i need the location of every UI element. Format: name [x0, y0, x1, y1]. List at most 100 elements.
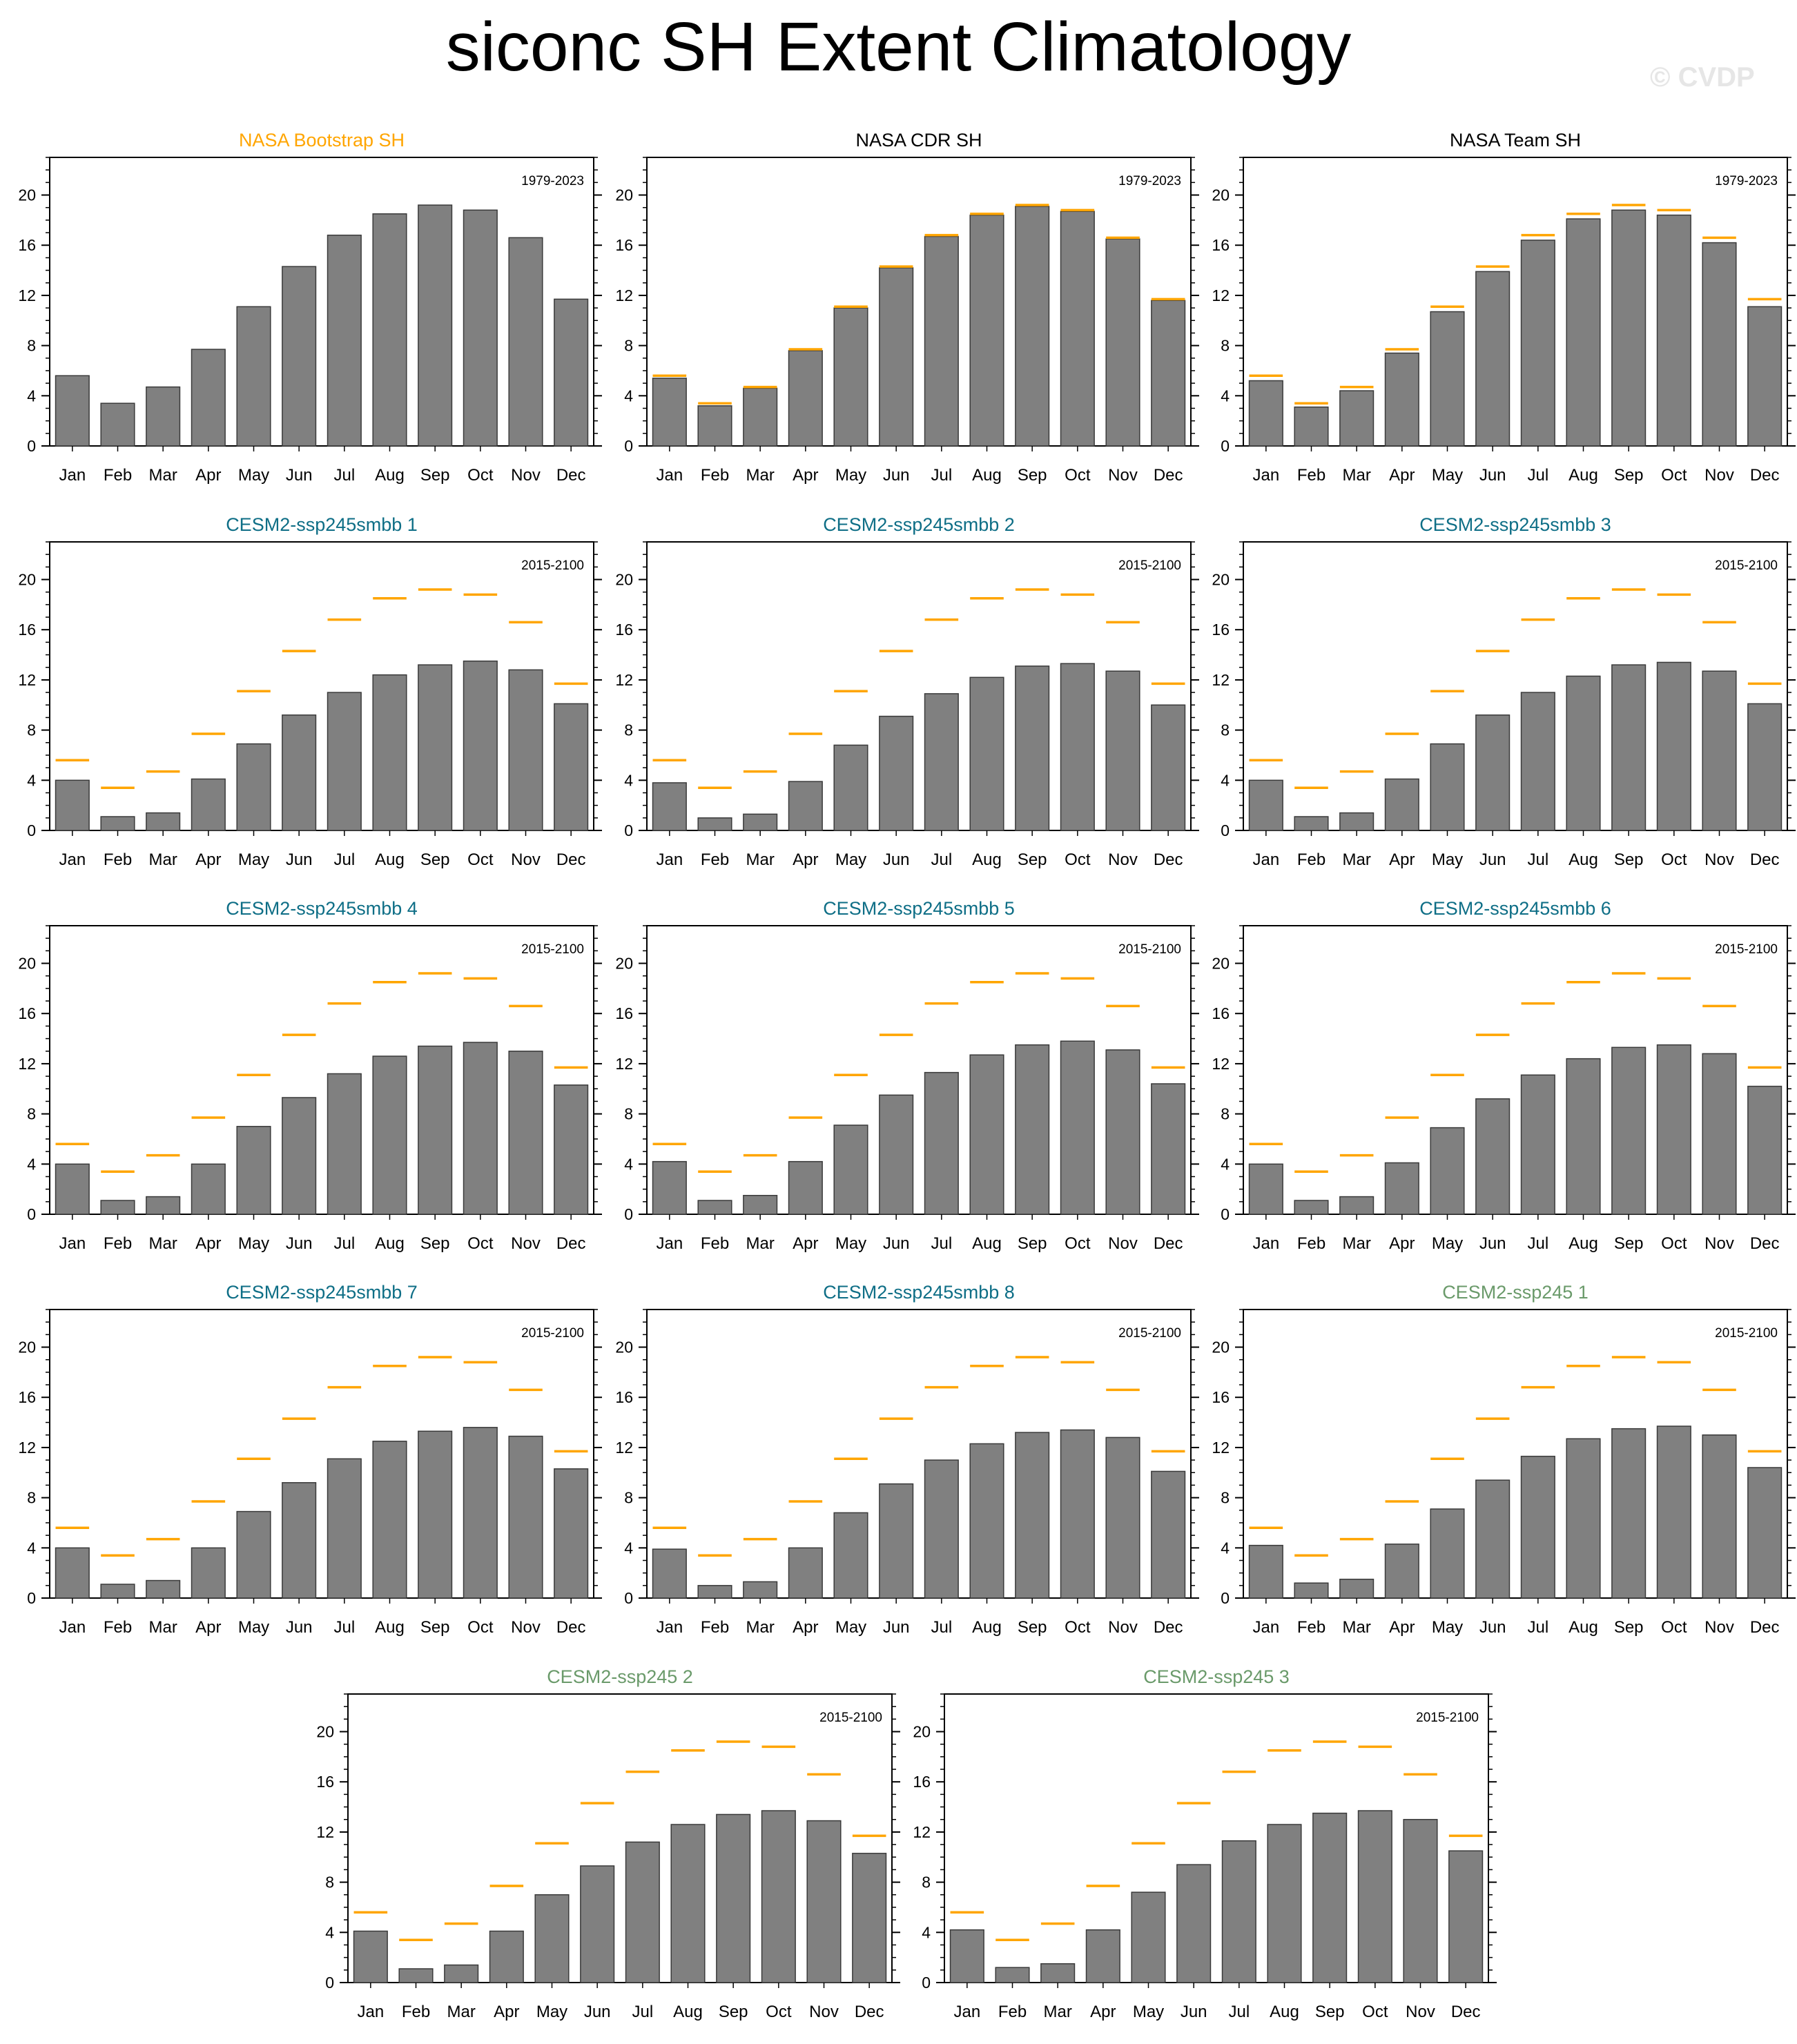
bar — [1040, 1963, 1076, 1983]
x-tick-label: Jul — [931, 1234, 952, 1253]
bar — [1015, 665, 1050, 831]
bar — [191, 349, 226, 447]
plot-frame — [347, 1693, 893, 1983]
x-tick-label: Sep — [1315, 2003, 1345, 2021]
x-tick-label: Jan — [1252, 1234, 1279, 1253]
x-tick-label: Dec — [1750, 466, 1780, 485]
x-tick-label: Jun — [584, 2003, 611, 2021]
period-label: 2015-2100 — [1118, 942, 1181, 957]
bar — [743, 1581, 778, 1599]
bar — [924, 1071, 959, 1215]
bar — [1151, 1470, 1186, 1599]
plot-frame — [646, 1309, 1192, 1599]
bar — [1339, 390, 1375, 447]
x-tick-label: Jun — [883, 1618, 910, 1637]
x-tick-label: Mar — [1342, 1618, 1370, 1637]
plot-frame — [944, 1693, 1489, 1983]
y-tick-label: 8 — [1221, 721, 1230, 739]
x-tick-label: Aug — [972, 850, 1002, 869]
y-tick-label: 4 — [27, 771, 36, 789]
bar — [55, 375, 90, 447]
bar — [1430, 743, 1465, 831]
x-tick-label: Aug — [1568, 466, 1598, 485]
bar — [995, 1967, 1030, 1983]
period-label: 2015-2100 — [521, 942, 584, 957]
bar — [1339, 1196, 1375, 1215]
bar — [743, 1194, 778, 1215]
x-tick-label: Nov — [1704, 466, 1734, 485]
bar — [463, 209, 498, 447]
bar — [1611, 209, 1647, 447]
x-tick-label: Jul — [1527, 1234, 1548, 1253]
x-tick-label: Mar — [1342, 466, 1370, 485]
bar — [327, 692, 362, 831]
y-tick-label: 4 — [1221, 387, 1230, 405]
x-tick-label: Nov — [511, 1618, 541, 1637]
x-tick-label: Nov — [1704, 850, 1734, 869]
bar — [1747, 1467, 1783, 1599]
page-title: siconc SH Extent Climatology — [445, 8, 1352, 86]
plot-frame — [1243, 541, 1788, 831]
y-tick-label: 8 — [624, 1489, 633, 1507]
bar — [652, 378, 687, 447]
y-tick-label: 0 — [27, 437, 36, 455]
panel-title: CESM2-ssp245smbb 8 — [823, 1282, 1015, 1303]
x-tick-label: Sep — [1018, 1618, 1047, 1637]
x-tick-label: May — [1432, 466, 1463, 485]
x-tick-label: Feb — [1297, 466, 1325, 485]
y-tick-label: 0 — [922, 1974, 931, 1992]
bar — [1747, 703, 1783, 831]
y-tick-label: 20 — [18, 186, 36, 204]
y-tick-label: 20 — [1212, 955, 1230, 973]
bar — [55, 1163, 90, 1215]
x-tick-label: Apr — [1389, 1618, 1415, 1637]
panel-title: CESM2-ssp245smbb 1 — [226, 514, 418, 535]
x-tick-label: Dec — [556, 1618, 586, 1637]
bar — [418, 1045, 453, 1215]
bar — [1475, 714, 1511, 831]
period-label: 2015-2100 — [1416, 1711, 1479, 1725]
bar — [1221, 1840, 1256, 1983]
bar — [949, 1929, 984, 1983]
bar — [1060, 211, 1095, 447]
bar — [652, 782, 687, 831]
bar — [1475, 1098, 1511, 1215]
x-tick-label: Dec — [1451, 2003, 1481, 2021]
x-tick-label: Mar — [148, 466, 177, 485]
y-tick-label: 12 — [913, 1823, 931, 1841]
x-tick-label: Oct — [467, 466, 494, 485]
bar — [1384, 1544, 1419, 1599]
bar — [969, 1054, 1004, 1215]
period-label: 1979-2023 — [1118, 174, 1181, 188]
x-tick-label: Oct — [1661, 1234, 1687, 1253]
bar — [1403, 1818, 1438, 1983]
bar — [1520, 1074, 1555, 1215]
y-tick-label: 4 — [325, 1923, 334, 1941]
bar — [1060, 1429, 1095, 1599]
bar — [372, 674, 407, 831]
bar — [534, 1894, 570, 1983]
y-tick-label: 0 — [1221, 1589, 1230, 1607]
bar — [146, 1196, 181, 1215]
x-tick-label: Nov — [511, 1234, 541, 1253]
x-tick-label: Feb — [701, 1234, 729, 1253]
bar — [463, 660, 498, 831]
y-tick-label: 8 — [27, 337, 36, 355]
x-tick-label: Aug — [375, 1234, 405, 1253]
y-tick-label: 20 — [615, 571, 633, 589]
x-tick-label: Oct — [1661, 850, 1687, 869]
x-tick-label: Jul — [1527, 466, 1548, 485]
bar — [1151, 300, 1186, 447]
x-tick-label: Aug — [1568, 1618, 1598, 1637]
watermark: © CVDP — [1650, 62, 1755, 93]
bar — [1566, 675, 1601, 831]
x-tick-label: Apr — [1389, 466, 1415, 485]
bar — [1248, 1544, 1283, 1599]
bar — [191, 1547, 226, 1599]
x-tick-label: Jan — [1252, 1618, 1279, 1637]
x-tick-label: Oct — [1661, 466, 1687, 485]
x-tick-label: Jun — [286, 1618, 313, 1637]
bar — [146, 1579, 181, 1599]
